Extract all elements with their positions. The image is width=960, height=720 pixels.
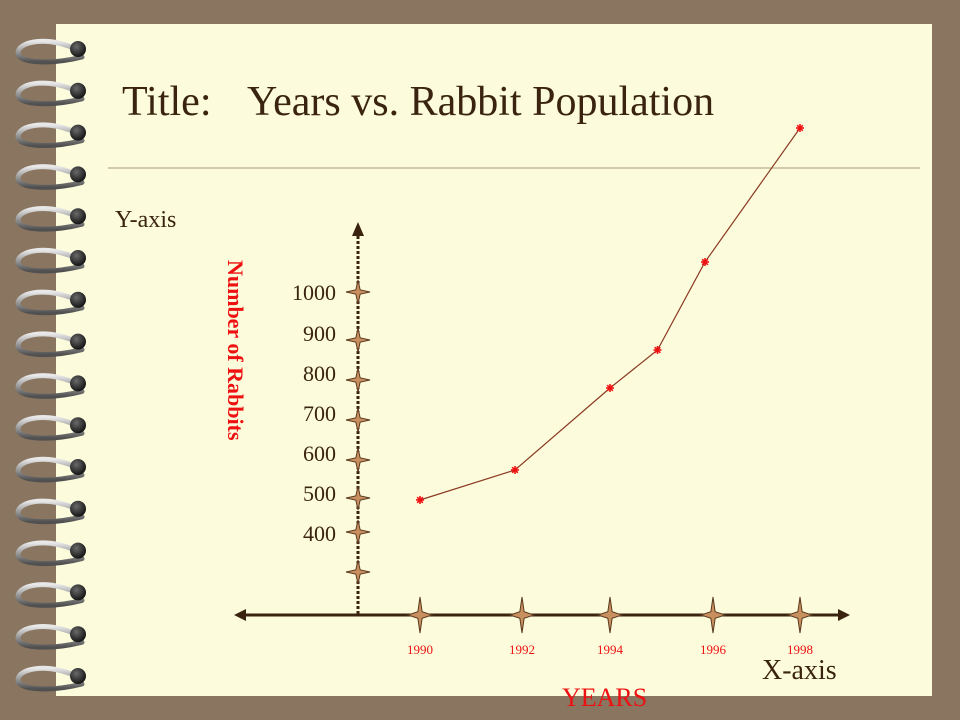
y-axis-arrow: [352, 222, 364, 236]
x-tick-label: 1990: [407, 642, 433, 657]
spiral-ring: [15, 540, 86, 567]
spiral-ring: [15, 164, 86, 190]
x-tick-label: 1998: [787, 642, 813, 657]
spiral-ring: [15, 582, 86, 608]
spiral-ring: [15, 38, 86, 65]
x-axis-label: YEARS: [562, 683, 647, 712]
spiral-ring: [15, 331, 86, 358]
y-tick-mark: [345, 485, 371, 511]
data-point: [416, 496, 424, 504]
y-tick-label: 500: [303, 481, 336, 506]
y-tick-label: 600: [303, 441, 336, 466]
y-tick-mark: [345, 407, 371, 433]
data-point: [511, 466, 519, 474]
y-tick-label: 900: [303, 321, 336, 346]
y-tick-label: 400: [303, 521, 336, 546]
y-tick-label: 800: [303, 361, 336, 386]
y-tick-mark: [345, 447, 371, 473]
x-axis-right-arrow: [838, 609, 850, 621]
spiral-ring: [15, 122, 86, 149]
spiral-ring: [15, 289, 86, 316]
series-polyline: [419, 127, 801, 501]
y-axis-label: Number of Rabbits: [223, 260, 248, 441]
spiral-ring: [15, 665, 86, 692]
data-point: [606, 384, 614, 392]
y-tick-mark: [345, 367, 371, 393]
y-axis-caption: Y-axis: [115, 207, 176, 233]
x-tick-mark: [786, 596, 814, 634]
spiral-ring: [15, 456, 86, 483]
x-tick-mark: [406, 596, 434, 634]
series-line: [416, 124, 804, 504]
x-axis-left-arrow: [234, 609, 246, 621]
axis-ticks: 1000 900 800 700 600 500 400 1990 1992 1994 1996 19…: [292, 279, 814, 657]
x-tick-mark: [508, 596, 536, 634]
data-point: [701, 258, 709, 266]
y-tick-mark: [345, 279, 371, 305]
spiral-ring: [15, 624, 86, 650]
x-tick-label: 1994: [597, 642, 624, 657]
data-point: [653, 346, 662, 354]
data-point: [796, 124, 804, 132]
spiral-ring: [15, 247, 86, 274]
x-tick-mark: [596, 596, 624, 634]
x-axis-caption: X-axis: [762, 655, 837, 686]
y-tick-mark: [345, 559, 371, 585]
spiral-binding: [15, 38, 86, 692]
spiral-ring: [15, 498, 86, 525]
spiral-ring: [15, 415, 86, 441]
y-tick-label: 1000: [292, 280, 336, 305]
spiral-ring: [15, 373, 86, 399]
y-tick-mark: [345, 327, 371, 353]
x-tick-mark: [699, 596, 727, 634]
y-tick-label: 700: [303, 401, 336, 426]
slide-title-prefix: Title:: [122, 79, 212, 125]
slide-title: Years vs. Rabbit Population: [247, 79, 714, 125]
notebook-page: [56, 24, 932, 696]
spiral-ring: [15, 80, 86, 107]
spiral-ring: [15, 206, 86, 232]
x-tick-label: 1996: [700, 642, 727, 657]
y-tick-mark: [345, 519, 371, 545]
x-tick-label: 1992: [509, 642, 535, 657]
